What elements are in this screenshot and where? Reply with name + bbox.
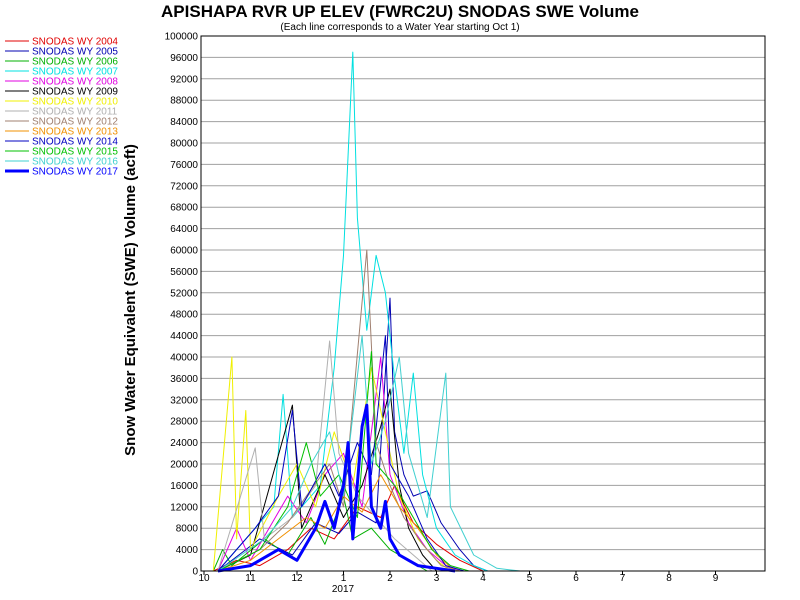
legend-entry: SNODAS WY 2015 — [32, 147, 118, 158]
series-line-11 — [217, 351, 470, 572]
legend-entry: SNODAS WY 2005 — [32, 47, 118, 58]
chart-title: APISHAPA RVR UP ELEV (FWRC2U) SNODAS SWE… — [161, 2, 639, 21]
series-line-2 — [212, 495, 428, 572]
x-tick-label: 1 — [341, 573, 347, 584]
x-tick-labels: 10 11 12 1 2 3 4 5 6 7 8 9 — [198, 571, 719, 584]
y-tick-label: 52000 — [170, 288, 198, 299]
y-tick-label: 44000 — [170, 331, 198, 342]
x-tick-label: 12 — [291, 573, 303, 584]
x-tick-label: 8 — [666, 573, 672, 584]
series-line-4 — [217, 356, 460, 572]
y-tick-label: 72000 — [170, 181, 198, 192]
y-tick-label: 36000 — [170, 374, 198, 385]
y-tick-label: 56000 — [170, 267, 198, 278]
y-tick-label: 64000 — [170, 224, 198, 235]
y-tick-label: 76000 — [170, 160, 198, 171]
y-tick-label: 48000 — [170, 310, 198, 321]
y-tick-label: 60000 — [170, 246, 198, 257]
x-tick-label: 7 — [620, 573, 626, 584]
y-tick-label: 4000 — [176, 545, 199, 556]
y-tick-label: 92000 — [170, 74, 198, 85]
series-line-12 — [217, 335, 521, 572]
x-tick-label: 10 — [198, 573, 210, 584]
series-line-13 — [217, 403, 456, 573]
y-tick-labels: 0 4000 8000 12000 16000 20000 24000 28000 32000 3… — [165, 32, 199, 578]
y-tick-label: 68000 — [170, 203, 198, 214]
y-tick-label: 96000 — [170, 53, 198, 64]
y-tick-label: 88000 — [170, 96, 198, 107]
y-tick-label: 0 — [192, 567, 198, 578]
x-tick-label: 2 — [387, 573, 393, 584]
legend-entry: SNODAS WY 2007 — [32, 67, 118, 78]
legend-entry: SNODAS WY 2017 — [32, 167, 118, 178]
series-line-7 — [217, 340, 433, 572]
y-tick-label: 80000 — [170, 139, 198, 150]
legend-entry: SNODAS WY 2006 — [32, 57, 118, 68]
x-tick-label: 11 — [245, 573, 256, 584]
y-tick-label: 8000 — [176, 524, 199, 535]
legend-entry: SNODAS WY 2008 — [32, 77, 118, 88]
legend-entry: SNODAS WY 2013 — [32, 127, 118, 138]
chart-subtitle: (Each line corresponds to a Water Year s… — [280, 22, 519, 33]
series-line-1 — [217, 297, 488, 572]
y-tick-label: 100000 — [165, 32, 199, 43]
y-axis-label: Snow Water Equivalent (SWE) Volume (acft… — [122, 144, 139, 456]
legend-entry: SNODAS WY 2004 — [32, 37, 118, 48]
x-tick-label: 9 — [713, 573, 719, 584]
grid — [201, 35, 765, 572]
legend-entry: SNODAS WY 2011 — [32, 107, 118, 118]
y-tick-label: 16000 — [170, 481, 198, 492]
series-lines — [212, 51, 521, 573]
y-tick-label: 12000 — [170, 502, 198, 513]
y-tick-label: 24000 — [170, 438, 198, 449]
series-line-3 — [217, 51, 488, 572]
series-line-5 — [217, 388, 437, 572]
y-tick-label: 20000 — [170, 460, 198, 471]
plot-frame — [200, 35, 766, 572]
x-year-label: 2017 — [332, 584, 355, 595]
y-tick-label: 84000 — [170, 117, 198, 128]
legend-entry: SNODAS WY 2009 — [32, 87, 118, 98]
legend-entry: SNODAS WY 2016 — [32, 157, 118, 168]
series-line-10 — [217, 335, 465, 572]
y-tick-label: 40000 — [170, 353, 198, 364]
series-line-8 — [217, 249, 460, 572]
legend-entry: SNODAS WY 2014 — [32, 137, 118, 148]
x-tick-label: 4 — [480, 573, 486, 584]
legend-entry: SNODAS WY 2012 — [32, 117, 118, 128]
series-line-9 — [217, 474, 456, 572]
legend-entry: SNODAS WY 2010 — [32, 97, 118, 108]
x-tick-label: 5 — [527, 573, 533, 584]
y-tick-label: 28000 — [170, 417, 198, 428]
x-tick-label: 6 — [573, 573, 579, 584]
y-tick-label: 32000 — [170, 395, 198, 406]
series-line-0 — [213, 484, 484, 572]
x-tick-label: 3 — [434, 573, 440, 584]
